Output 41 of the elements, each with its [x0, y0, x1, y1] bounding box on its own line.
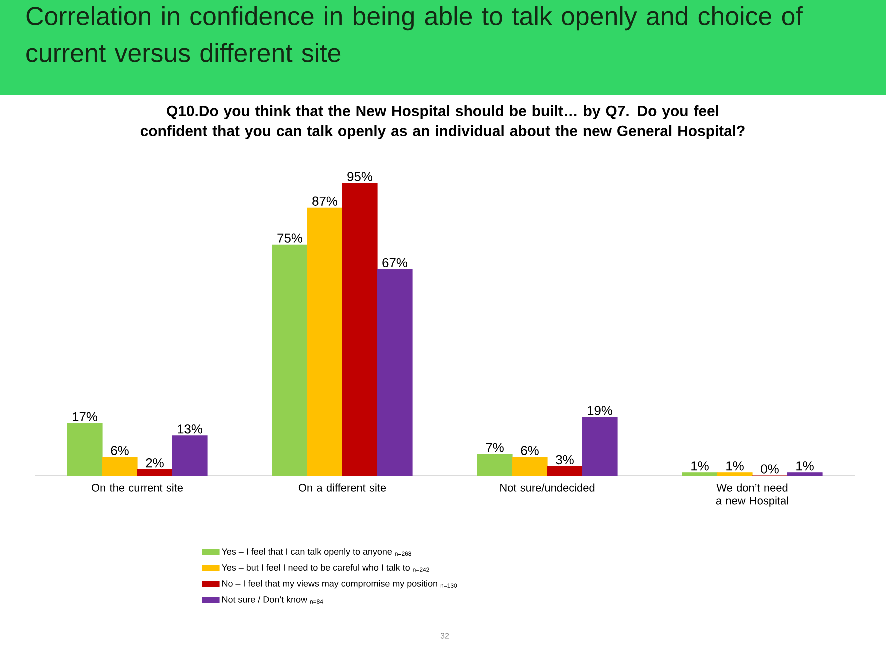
- legend-label: Yes – I feel that I can talk openly to anyone $_{n=268}$: [222, 548, 412, 557]
- bar: [172, 436, 208, 476]
- data-label: 1%: [692, 462, 709, 471]
- data-label: 95%: [348, 172, 373, 182]
- chart-subtitle: Q10.Do you think that the New Hospital should be built… by Q7. Do you feel confident that you can talk openly as an individual about the new General Hospital?: [140, 106, 745, 140]
- data-label: 75%: [278, 234, 303, 243]
- bar: [307, 208, 343, 476]
- bar: [547, 466, 583, 476]
- data-label: 7%: [486, 443, 504, 452]
- bar: [272, 244, 308, 476]
- data-label: 13%: [178, 424, 203, 434]
- data-label: 2%: [146, 458, 164, 468]
- legend-label: Not sure / Don’t know $_{n=84}$: [222, 596, 324, 604]
- legend-label: No – I feel that my views may compromise my position $_{n=130}$: [222, 580, 458, 589]
- bar: [342, 183, 378, 476]
- bar: [102, 457, 138, 476]
- bar: [682, 472, 718, 476]
- data-label: 6%: [111, 446, 129, 456]
- legend-label: Yes – but I feel I need to be careful who I talk to $_{n=242}$: [222, 564, 430, 572]
- bar: [787, 472, 823, 476]
- x-tick-label: On a different site: [298, 484, 386, 492]
- x-tick-label: On the current site: [92, 484, 183, 492]
- x-tick-label: Not sure/undecided: [500, 484, 595, 492]
- bar: [717, 472, 753, 476]
- data-label: 19%: [588, 406, 613, 416]
- chart-title: Correlation in confidence in being able to talk openly and choice of current versus different site: [26, 6, 803, 62]
- bar: [477, 454, 513, 476]
- bar: [377, 269, 413, 476]
- data-label: 1%: [796, 462, 814, 471]
- data-label: 6%: [521, 446, 539, 456]
- bar: [512, 457, 548, 476]
- bar: [137, 470, 173, 476]
- data-label: 1%: [726, 462, 744, 471]
- data-label: 67%: [382, 258, 408, 268]
- data-label: 17%: [73, 412, 98, 422]
- data-label: 87%: [312, 196, 338, 206]
- x-tick-label: We don’t need a new Hospital: [716, 484, 788, 507]
- data-label: 0%: [761, 464, 779, 474]
- bar: [67, 423, 103, 476]
- bar: [582, 417, 618, 476]
- data-label: 3%: [556, 455, 574, 465]
